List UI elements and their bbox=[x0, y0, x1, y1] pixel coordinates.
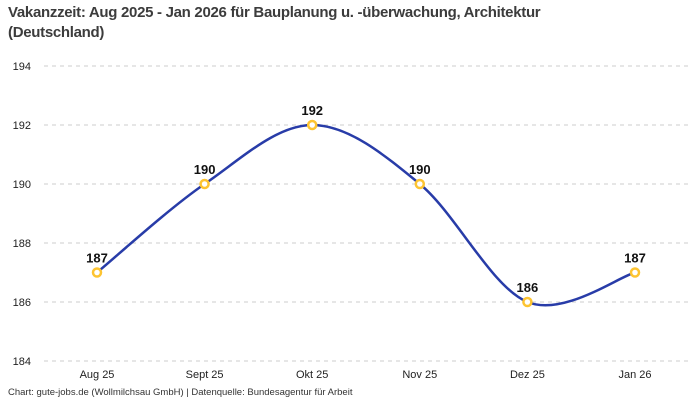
x-tick-label: Jan 26 bbox=[618, 369, 651, 381]
data-point-marker bbox=[522, 296, 533, 308]
y-tick-label: 194 bbox=[13, 61, 31, 73]
y-tick-label: 186 bbox=[13, 297, 31, 309]
data-point-marker bbox=[199, 178, 210, 190]
y-tick-label: 190 bbox=[13, 179, 31, 191]
chart-attribution: Chart: gute-jobs.de (Wollmilchsau GmbH) … bbox=[8, 387, 353, 398]
x-tick-label: Sept 25 bbox=[186, 369, 224, 381]
data-point-marker bbox=[306, 119, 318, 131]
data-point-label: 192 bbox=[301, 103, 323, 118]
y-tick-label: 192 bbox=[13, 120, 31, 132]
chart-title: Vakanzzeit: Aug 2025 - Jan 2026 für Baup… bbox=[8, 4, 541, 41]
y-tick-label: 184 bbox=[13, 356, 31, 368]
x-tick-label: Nov 25 bbox=[402, 369, 437, 381]
data-point-label: 186 bbox=[517, 280, 539, 295]
x-tick-label: Dez 25 bbox=[510, 369, 545, 381]
data-point-marker bbox=[91, 267, 103, 278]
data-point-marker bbox=[629, 267, 641, 278]
x-tick-label: Aug 25 bbox=[80, 369, 115, 381]
y-tick-label: 188 bbox=[13, 238, 31, 250]
data-point-label: 187 bbox=[624, 251, 646, 266]
data-point-marker bbox=[414, 178, 426, 190]
trend-line bbox=[95, 123, 637, 307]
data-point-label: 187 bbox=[86, 251, 108, 266]
x-tick-label: Okt 25 bbox=[296, 369, 328, 381]
data-point-label: 190 bbox=[194, 162, 216, 177]
data-point-label: 190 bbox=[409, 162, 431, 177]
